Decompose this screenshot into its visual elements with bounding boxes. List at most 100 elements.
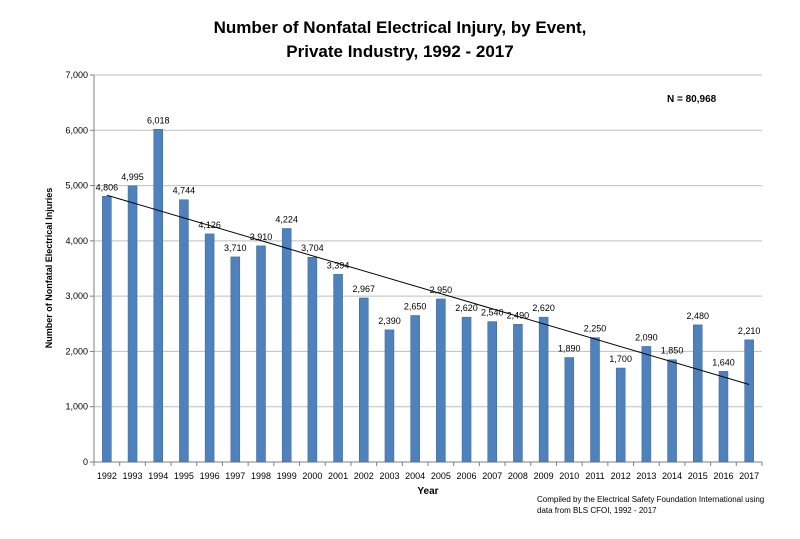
x-tick-label-1997: 1997 bbox=[225, 471, 245, 481]
x-tick-label-1994: 1994 bbox=[148, 471, 168, 481]
data-label-1997: 3,710 bbox=[224, 243, 247, 253]
data-label-2015: 2,480 bbox=[687, 311, 710, 321]
data-label-1998: 3,910 bbox=[250, 232, 273, 242]
bar-2008 bbox=[513, 324, 523, 463]
data-label-2009: 2,620 bbox=[532, 303, 555, 313]
bar-1992 bbox=[102, 196, 112, 463]
x-tick-label-2011: 2011 bbox=[585, 471, 604, 481]
data-label-1999: 4,224 bbox=[275, 214, 298, 224]
y-tick-label: 6,000 bbox=[65, 125, 88, 135]
x-tick-label-1993: 1993 bbox=[123, 471, 143, 481]
data-label-2014: 1,850 bbox=[661, 346, 684, 356]
x-tick-label-1995: 1995 bbox=[174, 471, 194, 481]
bar-2010 bbox=[564, 357, 575, 463]
x-tick-label-2006: 2006 bbox=[457, 471, 477, 481]
bar-1995 bbox=[179, 199, 189, 463]
data-label-2013: 2,090 bbox=[635, 332, 658, 342]
bar-2013 bbox=[641, 346, 652, 463]
y-tick-label: 7,000 bbox=[65, 70, 88, 80]
data-label-1993: 4,995 bbox=[121, 172, 144, 182]
x-tick-label-2008: 2008 bbox=[508, 471, 528, 481]
data-label-2010: 1,890 bbox=[558, 344, 581, 354]
bar-1998 bbox=[256, 245, 266, 463]
data-label-2008: 2,490 bbox=[507, 310, 530, 320]
bar-2002 bbox=[359, 297, 369, 463]
bar-2009 bbox=[538, 316, 549, 463]
total-count-annotation: N = 80,968 bbox=[667, 94, 717, 105]
x-tick-label-2003: 2003 bbox=[379, 471, 399, 481]
y-tick-label: 0 bbox=[83, 457, 88, 467]
bar-2017 bbox=[744, 339, 754, 463]
bar-2006 bbox=[461, 316, 472, 463]
data-label-2001: 3,394 bbox=[327, 260, 350, 270]
bar-1997 bbox=[230, 256, 241, 463]
bar-1996 bbox=[204, 233, 215, 463]
bar-2007 bbox=[487, 321, 497, 463]
data-label-2007: 2,540 bbox=[481, 308, 504, 318]
x-tick-label-1998: 1998 bbox=[251, 471, 271, 481]
bar-1994 bbox=[153, 129, 163, 463]
x-tick-label-2004: 2004 bbox=[405, 471, 425, 481]
source-note: Compiled by the Electrical Safety Founda… bbox=[537, 494, 777, 516]
x-tick-label-1992: 1992 bbox=[97, 471, 117, 481]
data-label-2011: 2,250 bbox=[584, 324, 607, 334]
bar-2012 bbox=[615, 367, 626, 463]
source-note-line-2: data from BLS CFOI, 1992 - 2017 bbox=[537, 506, 657, 515]
trendline bbox=[106, 194, 750, 385]
data-label-2017: 2,210 bbox=[738, 326, 761, 336]
bar-2014 bbox=[667, 359, 677, 463]
x-tick-label-2014: 2014 bbox=[662, 471, 682, 481]
x-tick-label-2000: 2000 bbox=[302, 471, 322, 481]
y-axis-label: Number of Nonfatal Electrical Injuries bbox=[44, 188, 54, 349]
bar-2016 bbox=[718, 371, 729, 463]
data-label-1994: 6,018 bbox=[147, 115, 170, 125]
bar-2011 bbox=[590, 337, 600, 463]
y-tick-label: 1,000 bbox=[65, 402, 88, 412]
data-label-2000: 3,704 bbox=[301, 243, 324, 253]
x-tick-label-1996: 1996 bbox=[200, 471, 220, 481]
x-tick-label-2015: 2015 bbox=[688, 471, 708, 481]
data-label-2002: 2,967 bbox=[353, 284, 376, 294]
bar-1993 bbox=[127, 185, 138, 463]
bar-1999 bbox=[281, 228, 292, 463]
x-tick-label-2001: 2001 bbox=[328, 471, 348, 481]
x-tick-label-2012: 2012 bbox=[611, 471, 631, 481]
bar-2015 bbox=[693, 324, 703, 463]
x-tick-label-2013: 2013 bbox=[636, 471, 656, 481]
bar-2003 bbox=[384, 329, 395, 463]
data-label-2012: 1,700 bbox=[609, 354, 632, 364]
x-tick-label-2007: 2007 bbox=[482, 471, 502, 481]
y-tick-label: 4,000 bbox=[65, 236, 88, 246]
x-tick-label-2016: 2016 bbox=[713, 471, 733, 481]
x-tick-label-2010: 2010 bbox=[559, 471, 579, 481]
y-tick-label: 5,000 bbox=[65, 181, 88, 191]
x-tick-label-2017: 2017 bbox=[739, 471, 759, 481]
data-label-2004: 2,650 bbox=[404, 301, 427, 311]
bar-2005 bbox=[436, 298, 446, 463]
gridlines bbox=[94, 74, 762, 408]
bar-2000 bbox=[307, 256, 318, 463]
source-note-line-1: Compiled by the Electrical Safety Founda… bbox=[537, 495, 765, 504]
x-tick-label-2009: 2009 bbox=[534, 471, 554, 481]
data-label-2006: 2,620 bbox=[455, 303, 478, 313]
bar-2001 bbox=[333, 274, 343, 463]
y-tick-label: 2,000 bbox=[65, 346, 88, 356]
bars bbox=[102, 129, 754, 463]
y-tick-label: 3,000 bbox=[65, 291, 88, 301]
linear-trendline bbox=[106, 194, 750, 385]
data-label-2003: 2,390 bbox=[378, 316, 401, 326]
data-label-2005: 2,950 bbox=[430, 285, 453, 295]
chart-title-line-1: Number of Nonfatal Electrical Injury, by… bbox=[213, 18, 587, 37]
bar-2004 bbox=[410, 315, 420, 463]
data-label-1996: 4,126 bbox=[198, 220, 221, 230]
x-tick-label-2005: 2005 bbox=[431, 471, 451, 481]
data-label-1995: 4,744 bbox=[173, 186, 196, 196]
x-tick-label-1999: 1999 bbox=[277, 471, 297, 481]
x-axis-label: Year bbox=[417, 486, 438, 497]
data-label-1992: 4,806 bbox=[96, 182, 119, 192]
data-label-2016: 1,640 bbox=[712, 357, 735, 367]
chart-title-line-2: Private Industry, 1992 - 2017 bbox=[286, 42, 514, 61]
x-tick-label-2002: 2002 bbox=[354, 471, 374, 481]
